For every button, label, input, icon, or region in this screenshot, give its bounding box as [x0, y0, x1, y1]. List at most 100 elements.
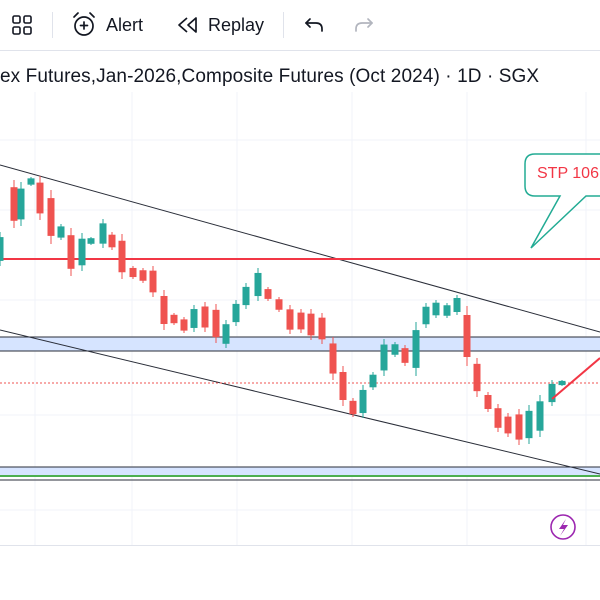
candle-body [78, 238, 86, 266]
candle-body [118, 240, 126, 273]
candle [108, 232, 116, 250]
candle-body [369, 374, 377, 388]
candle-body [180, 319, 188, 331]
candle-body [190, 309, 198, 328]
candle [67, 228, 75, 276]
candle-body [515, 414, 523, 440]
candle [422, 303, 430, 328]
candle-body [129, 267, 137, 278]
candle-body [242, 286, 250, 306]
candle-body [286, 309, 294, 330]
alarm-clock-plus-icon [73, 12, 95, 36]
channel-lower-line[interactable] [0, 329, 600, 475]
redo-button[interactable] [352, 0, 376, 50]
candle-body [453, 298, 461, 312]
undo-icon [305, 18, 323, 32]
candle-body [254, 272, 262, 297]
candle [286, 305, 294, 334]
candle [149, 266, 157, 297]
candle-body [17, 188, 25, 220]
candle-body [222, 324, 230, 344]
candle-body [139, 270, 147, 281]
candle [548, 380, 556, 406]
candle-body [57, 226, 65, 238]
candle-body [201, 306, 209, 328]
lightning-icon [559, 519, 568, 536]
candle-body [0, 237, 4, 261]
candle [47, 190, 55, 244]
candle-body [412, 330, 420, 368]
alert-button[interactable]: Alert [70, 0, 143, 50]
candle-body [548, 383, 556, 403]
candle [443, 303, 451, 318]
candle [504, 413, 512, 437]
candle-body [36, 182, 44, 214]
candle-body [525, 410, 533, 439]
candle [57, 224, 65, 240]
candle [369, 372, 377, 390]
candle-body [329, 343, 337, 374]
candle [160, 290, 168, 330]
candle [87, 237, 95, 245]
candle [222, 320, 230, 348]
candle-body [391, 344, 399, 355]
candle [380, 339, 388, 376]
candle [536, 395, 544, 437]
candle-body [432, 302, 440, 316]
candle-body [443, 305, 451, 316]
candle [525, 405, 533, 444]
candle-body [359, 389, 367, 414]
candle-body [264, 289, 272, 299]
redo-icon [355, 18, 373, 32]
candle-body [27, 178, 35, 185]
candle [170, 313, 178, 325]
candle-body [504, 416, 512, 434]
candle [297, 309, 305, 333]
candle [484, 392, 492, 412]
candle [78, 233, 86, 271]
candle [412, 322, 420, 376]
projection-line[interactable] [551, 357, 600, 400]
candle-body [212, 309, 220, 338]
candle [180, 317, 188, 333]
candle [0, 232, 4, 266]
stp-callout-text: STP 106 [537, 165, 599, 182]
candle-body [170, 314, 178, 324]
price-chart[interactable]: STP 106 [0, 92, 600, 545]
candle [264, 287, 272, 301]
lightning-button[interactable] [550, 514, 576, 540]
candle [190, 305, 198, 332]
candle-body [422, 306, 430, 325]
symbol-legend: ex Futures,Jan-2026,Composite Futures (O… [0, 66, 540, 87]
candle [494, 404, 502, 432]
candle [17, 182, 25, 226]
candle [307, 309, 315, 340]
resistance-zone[interactable] [0, 337, 600, 351]
support-zone[interactable] [0, 467, 600, 476]
candle [27, 177, 35, 186]
candle [391, 342, 399, 357]
top-toolbar: Alert Replay [0, 0, 600, 51]
channel-upper-line[interactable] [0, 164, 600, 333]
toolbar-divider [52, 12, 53, 38]
candle-body [349, 400, 357, 415]
candle-body [87, 238, 95, 244]
candle-body [160, 296, 168, 324]
candle [558, 380, 566, 386]
replay-button[interactable]: Replay [176, 0, 264, 50]
candle-body [473, 363, 481, 392]
candle-body [297, 312, 305, 330]
candle-body [10, 187, 18, 221]
chart-bottom-border [0, 545, 600, 546]
layout-button[interactable] [10, 0, 34, 50]
undo-button[interactable] [302, 0, 326, 50]
candle-body [149, 270, 157, 293]
stp-callout[interactable] [524, 153, 600, 249]
candle [201, 302, 209, 332]
candle-body [108, 234, 116, 248]
candle-body [558, 380, 566, 386]
candle-body [401, 348, 409, 363]
candle-body [339, 372, 347, 400]
candle [118, 234, 126, 279]
candle-body [47, 198, 55, 236]
